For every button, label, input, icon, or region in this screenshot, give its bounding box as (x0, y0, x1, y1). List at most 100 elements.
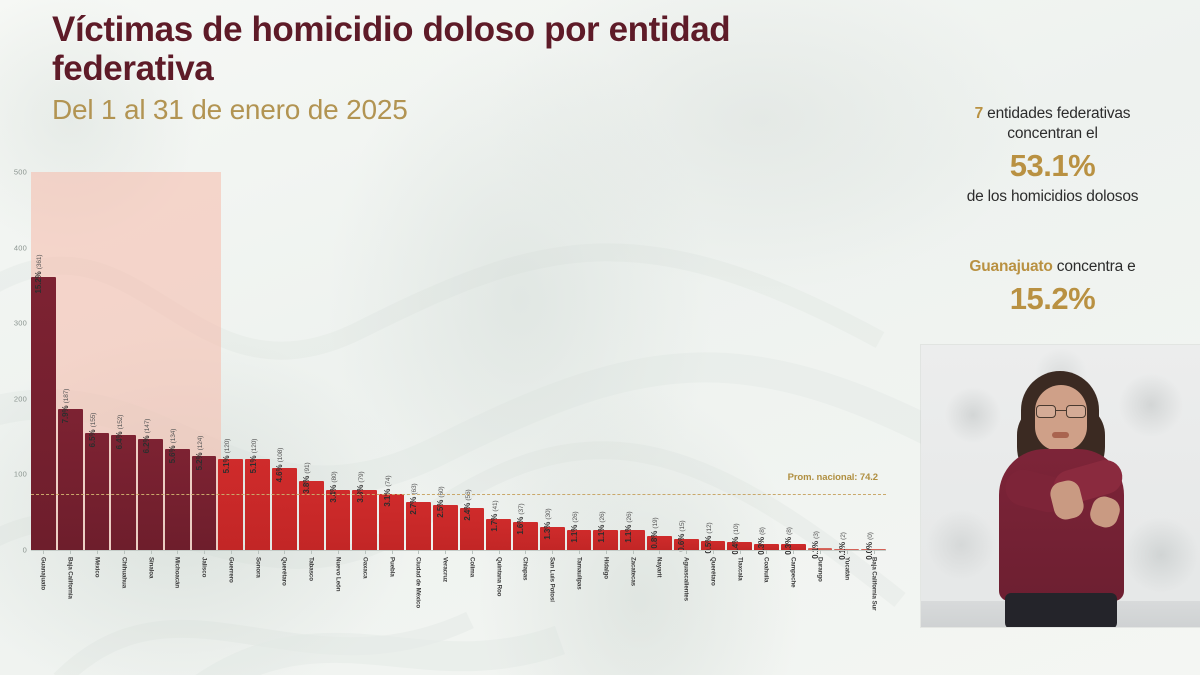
bar[interactable]: 5.1% (120) (218, 439, 244, 550)
interpreter-skirt (1005, 593, 1117, 627)
bar-column[interactable]: 1.3% (30) (539, 172, 565, 550)
bar-column[interactable]: 3.8% (91) (298, 172, 324, 550)
info-line-guanajuato: Guanajuato concentra e (909, 257, 1196, 277)
x-axis-label: Jalisco (200, 557, 208, 578)
bar-column[interactable]: 2.5% (60) (432, 172, 458, 550)
x-axis-label: Tamaulipas (575, 557, 583, 590)
bar-column[interactable]: 5.2% (124) (191, 172, 217, 550)
bar[interactable]: 2.7% (63) (405, 484, 431, 550)
bar-column[interactable]: 3.4% (80) (325, 172, 351, 550)
bar-column[interactable]: 0.5% (12) (700, 172, 726, 554)
bar-column[interactable]: 0.8% (19) (646, 172, 672, 550)
bar-column[interactable]: 0.3% (8) (780, 172, 806, 555)
x-axis-label: Michoacán (173, 557, 181, 589)
bar-value-label: 0.0% (0) (864, 531, 874, 560)
bar[interactable]: 0.1% (3) (807, 531, 833, 559)
x-axis-column: Ciudad de México (406, 550, 431, 675)
bar[interactable]: 1.3% (30) (539, 509, 565, 550)
bar[interactable]: 3.8% (91) (298, 463, 324, 550)
x-tick (337, 550, 339, 554)
bar[interactable]: 0.0% (0) (861, 532, 886, 559)
x-axis-column: Tamaulipas (567, 550, 592, 675)
bar-column[interactable]: 0.1% (3) (807, 172, 833, 559)
bar[interactable]: 0.6% (15) (673, 520, 699, 551)
x-tick (605, 550, 607, 554)
bar-column[interactable]: 6.5% (155) (84, 172, 110, 550)
bar[interactable]: 1.1% (26) (566, 512, 592, 550)
y-tick-label: 200 (13, 394, 27, 404)
bar-column[interactable]: 7.9% (187) (57, 172, 83, 550)
sign-language-interpreter-video[interactable] (921, 345, 1200, 627)
x-axis-column: Guanajuato (31, 550, 56, 675)
bar[interactable]: 5.6% (134) (164, 428, 190, 550)
bar-column[interactable]: 0.6% (15) (673, 172, 699, 551)
x-axis-column: Yucatán (834, 550, 859, 675)
bar-value-label: 5.1% (120) (248, 438, 258, 474)
bar[interactable]: 1.1% (26) (593, 512, 619, 550)
page-subtitle: Del 1 al 31 de enero de 2025 (52, 94, 408, 126)
bar[interactable]: 3.1% (74) (379, 475, 404, 550)
bar-column[interactable]: 6.4% (152) (111, 172, 137, 550)
bar-column[interactable]: 15.2% (361) (31, 172, 56, 550)
x-tick (873, 550, 875, 554)
x-axis-label: Baja California (66, 557, 74, 599)
bar[interactable]: 0.4% (10) (727, 524, 753, 555)
bar[interactable]: 0.3% (8) (754, 527, 779, 555)
y-tick-label: 500 (13, 167, 27, 177)
bar-column[interactable]: 4.6% (108) (272, 172, 297, 550)
page-title: Víctimas de homicidio doloso por entidad… (52, 10, 731, 89)
bar-column[interactable]: 0.3% (8) (754, 172, 779, 555)
bar[interactable]: 3.4% (80) (325, 471, 351, 550)
bar-column[interactable]: 5.1% (120) (245, 172, 271, 550)
x-axis-label: Chiapas (521, 557, 529, 581)
bar-column[interactable]: 5.1% (120) (218, 172, 244, 550)
info-panel: 7 entidades federativas concentran el 53… (905, 104, 1200, 320)
bar[interactable]: 0.8% (19) (646, 517, 672, 550)
x-axis-column: Oaxaca (352, 550, 377, 675)
bar-column[interactable]: 0.0% (0) (861, 172, 886, 559)
average-line (31, 493, 886, 495)
bar-column[interactable]: 3.3% (79) (352, 172, 378, 550)
bar-column[interactable]: 1.7% (41) (486, 172, 512, 550)
bar-column[interactable]: 1.1% (26) (620, 172, 645, 550)
bar[interactable]: 1.1% (26) (620, 512, 645, 550)
bar[interactable]: 0.1% (2) (834, 532, 860, 559)
bar[interactable]: 0.5% (12) (700, 522, 726, 554)
bar-column[interactable]: 2.4% (56) (459, 172, 485, 550)
x-axis-column: Chiapas (513, 550, 538, 675)
bar[interactable]: 2.4% (56) (459, 489, 485, 550)
bar-column[interactable]: 5.6% (134) (164, 172, 190, 550)
bar[interactable]: 3.3% (79) (352, 472, 378, 550)
bar[interactable]: 4.6% (108) (272, 448, 297, 550)
x-tick (230, 550, 232, 554)
bar[interactable]: 1.6% (37) (513, 503, 538, 550)
bar[interactable]: 6.4% (152) (111, 415, 137, 550)
x-axis-label: Querétaro (280, 557, 288, 586)
bar[interactable]: 0.3% (8) (780, 527, 806, 555)
entities-text: entidades federativas (983, 105, 1131, 122)
bar-column[interactable]: 1.1% (26) (593, 172, 619, 550)
x-axis-column: Coahuila (754, 550, 779, 675)
bar[interactable]: 2.5% (60) (432, 486, 458, 550)
x-axis-label: Guerrero (227, 557, 235, 583)
x-axis-label: México (93, 557, 101, 578)
bar-column[interactable]: 0.4% (10) (727, 172, 753, 555)
y-tick-label: 100 (13, 469, 27, 479)
bar-column[interactable]: 0.1% (2) (834, 172, 860, 559)
bar-column[interactable]: 1.1% (26) (566, 172, 592, 550)
bar-column[interactable]: 2.7% (63) (405, 172, 431, 550)
x-axis-column: Veracruz (433, 550, 458, 675)
bar[interactable]: 5.1% (120) (245, 439, 271, 550)
x-tick (712, 550, 714, 554)
x-axis-label: Colima (468, 557, 476, 578)
bar[interactable]: 5.2% (124) (191, 436, 217, 550)
bar-column[interactable]: 1.6% (37) (513, 172, 538, 550)
bar[interactable]: 15.2% (361) (31, 255, 56, 550)
x-tick (846, 550, 848, 554)
bar[interactable]: 6.5% (155) (84, 413, 110, 550)
bar[interactable]: 7.9% (187) (57, 388, 83, 550)
bar-column[interactable]: 3.1% (74) (379, 172, 404, 550)
bar[interactable]: 1.7% (41) (486, 500, 512, 550)
x-axis-label: Tabasco (307, 557, 315, 581)
